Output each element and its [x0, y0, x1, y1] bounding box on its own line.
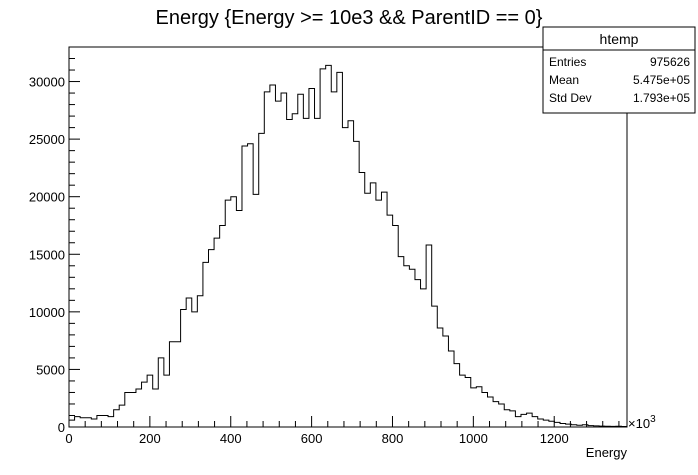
x-axis-multiplier-exp: 3: [650, 414, 656, 425]
y-tick-label: 20000: [29, 190, 65, 205]
tick-labels: 0 200 400 600 800 1000 1200 0 5000 10000 15000 2000…: [29, 75, 569, 446]
x-tick-label: 1200: [540, 431, 569, 446]
stats-box-frame: [542, 26, 696, 114]
x-axis-multiplier-base: ×10: [628, 416, 650, 431]
stats-stddev-label: Std Dev: [549, 91, 592, 105]
x-axis-label: Energy: [586, 445, 628, 460]
x-tick-label: 400: [220, 431, 242, 446]
y-tick-label: 0: [58, 420, 65, 435]
y-tick-label: 30000: [29, 75, 65, 90]
stats-box: htemp Entries 975626 Mean 5.475e+05 Std …: [542, 26, 696, 114]
x-tick-label: 1000: [459, 431, 488, 446]
stats-entries-label: Entries: [549, 55, 586, 69]
plot-frame: [68, 46, 628, 428]
x-tick-label: 0: [65, 431, 72, 446]
y-tick-label: 10000: [29, 305, 65, 320]
axes-ticks: [68, 46, 620, 428]
stats-entries-value: 975626: [650, 55, 690, 69]
x-axis-multiplier: ×103: [628, 414, 656, 431]
chart-title: Energy {Energy >= 10e3 && ParentID == 0}: [156, 7, 543, 29]
x-tick-label: 200: [139, 431, 161, 446]
stats-box-title: htemp: [600, 31, 639, 47]
stats-stddev-value: 1.793e+05: [633, 91, 690, 105]
y-tick-label: 5000: [36, 362, 65, 377]
x-tick-label: 600: [301, 431, 323, 446]
y-tick-label: 15000: [29, 247, 65, 262]
histogram-series-line: [68, 64, 628, 428]
y-tick-label: 25000: [29, 132, 65, 147]
stats-mean-value: 5.475e+05: [633, 73, 690, 87]
x-tick-label: 800: [382, 431, 404, 446]
stats-mean-label: Mean: [549, 73, 579, 87]
